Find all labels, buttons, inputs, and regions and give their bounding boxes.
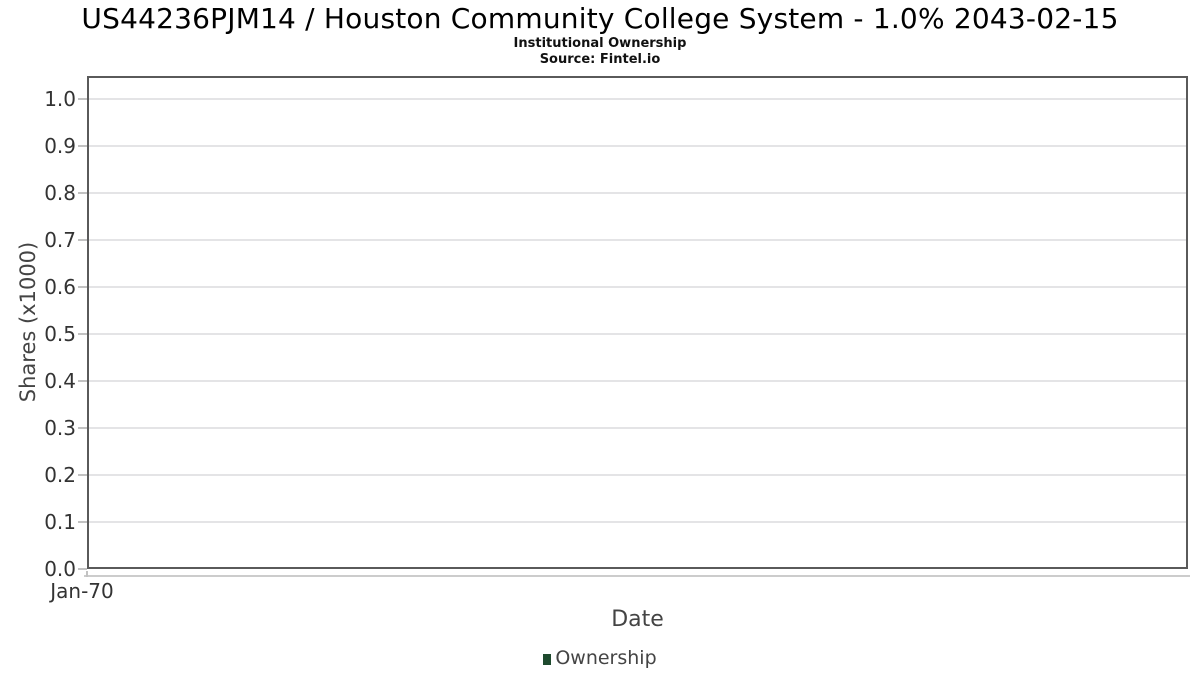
y-tick-label: 0.2 <box>44 463 76 487</box>
gridline <box>89 474 1186 476</box>
gridline <box>89 380 1186 382</box>
chart-subtitle: Institutional Ownership <box>513 36 687 51</box>
y-tick-mark <box>78 333 87 335</box>
gridline <box>89 145 1186 147</box>
y-tick-mark <box>78 192 87 194</box>
y-tick-label: 0.6 <box>44 275 76 299</box>
y-tick-mark <box>78 521 87 523</box>
y-tick-mark <box>78 286 87 288</box>
gridline <box>89 239 1186 241</box>
legend-series-label: Ownership <box>555 647 657 669</box>
legend-series-swatch-icon <box>543 653 552 665</box>
y-tick-label: 0.0 <box>44 557 76 581</box>
gridline <box>89 521 1186 523</box>
chart-source: Source: Fintel.io <box>539 52 661 67</box>
gridline <box>89 427 1186 429</box>
legend-item-ownership[interactable]: Ownership <box>543 647 657 669</box>
y-tick-mark <box>78 239 87 241</box>
gridline <box>89 98 1186 100</box>
gridline <box>89 286 1186 288</box>
y-tick-mark <box>78 98 87 100</box>
y-tick-label: 0.7 <box>44 228 76 252</box>
y-tick-label: 0.8 <box>44 181 76 205</box>
y-tick-mark <box>78 380 87 382</box>
y-tick-label: 1.0 <box>44 87 76 111</box>
y-tick-mark <box>78 568 87 570</box>
legend: Ownership <box>0 643 1200 673</box>
x-axis-line <box>84 575 1190 577</box>
gridline <box>89 333 1186 335</box>
y-tick-mark <box>78 145 87 147</box>
y-tick-mark <box>78 427 87 429</box>
chart-title: US44236PJM14 / Houston Community College… <box>81 2 1119 35</box>
y-tick-label: 0.4 <box>44 369 76 393</box>
x-tick-label: Jan-70 <box>50 579 114 603</box>
y-tick-label: 0.3 <box>44 416 76 440</box>
y-tick-label: 0.5 <box>44 322 76 346</box>
gridline <box>89 192 1186 194</box>
y-tick-mark <box>78 474 87 476</box>
y-tick-label: 0.1 <box>44 510 76 534</box>
x-tick-mark <box>86 571 88 577</box>
plot-area[interactable] <box>87 76 1188 569</box>
y-tick-label: 0.9 <box>44 134 76 158</box>
x-axis-title: Date <box>611 607 664 632</box>
